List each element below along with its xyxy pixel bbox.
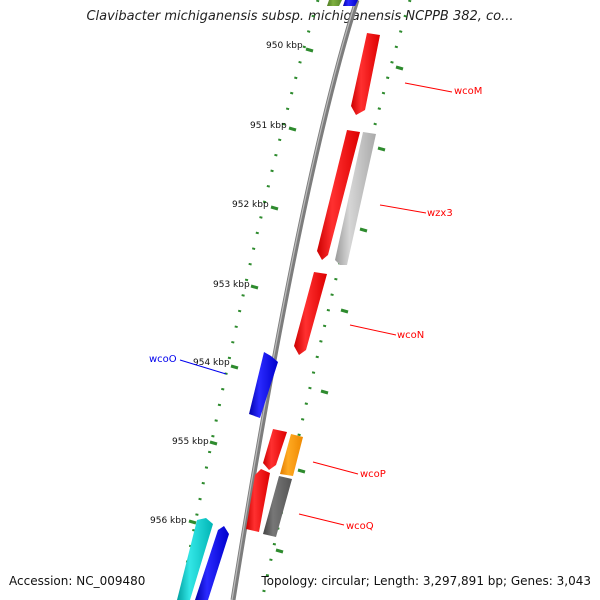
label-leaders — [179, 82, 453, 526]
gene-wcoP[interactable] — [280, 434, 303, 476]
leader-wzx3 — [379, 204, 427, 214]
gene-olive-top[interactable] — [327, 0, 342, 6]
gene-label-wcoN[interactable]: wcoN — [397, 330, 424, 341]
tick-label: 950 kbp — [266, 41, 303, 51]
genome-backbone — [230, 0, 360, 600]
gene-label-wcoP[interactable]: wcoP — [360, 469, 386, 480]
gene-cyan-bottom[interactable] — [177, 518, 213, 600]
tick-label: 953 kbp — [213, 280, 250, 290]
gene-label-wcoQ[interactable]: wcoQ — [346, 521, 374, 532]
leader-wcoP — [312, 461, 359, 475]
leader-wcoM — [404, 82, 453, 93]
map-title: Clavibacter michiganensis subsp. michiga… — [86, 9, 514, 24]
tick-label: 956 kbp — [150, 516, 187, 526]
tick-label: 955 kbp — [172, 437, 209, 447]
gene-label-wcoO[interactable]: wcoO — [149, 354, 177, 365]
leader-wcoQ — [298, 513, 345, 526]
tick-label: 951 kbp — [250, 121, 287, 131]
gene-wcoQ[interactable] — [263, 476, 292, 537]
leader-wcoO — [179, 359, 227, 375]
gene-label-wzx3[interactable]: wzx3 — [427, 208, 453, 219]
genome-backbone-highlight — [231, 0, 357, 600]
tick-label: 954 kbp — [193, 358, 230, 368]
tick-label: 952 kbp — [232, 200, 269, 210]
leader-wcoN — [349, 324, 397, 336]
gene-wzx3[interactable] — [335, 132, 376, 265]
gene-blue-top[interactable] — [343, 0, 358, 6]
gene-wcoN[interactable] — [294, 272, 327, 355]
accession-text: Accession: NC_009480 — [9, 574, 146, 588]
gene-blue-bottom[interactable] — [195, 526, 229, 600]
major-ticks — [188, 47, 314, 525]
gene-red-3[interactable] — [246, 469, 270, 532]
tick-labels: 950 kbp 951 kbp 952 kbp 953 kbp 954 kbp … — [150, 41, 303, 526]
gene-red-1[interactable] — [317, 130, 360, 260]
gene-wcoO[interactable] — [249, 352, 278, 418]
genome-summary-text: Topology: circular; Length: 3,297,891 bp… — [261, 574, 591, 588]
gene-label-wcoM[interactable]: wcoM — [454, 86, 482, 97]
gene-red-2[interactable] — [263, 429, 287, 470]
outer-major-ticks — [275, 65, 404, 554]
gene-wcoM[interactable] — [351, 33, 380, 115]
